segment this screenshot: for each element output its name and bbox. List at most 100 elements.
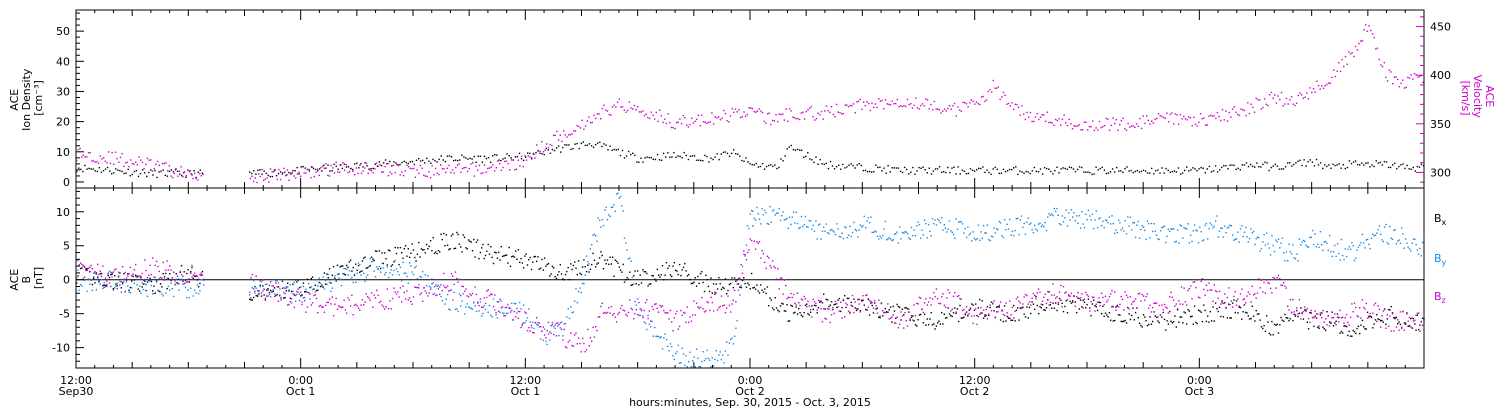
by-point: [1307, 246, 1310, 248]
velocity-point: [782, 113, 784, 115]
by-point: [1208, 227, 1210, 230]
bz-point: [1380, 326, 1382, 328]
by-point: [78, 289, 80, 291]
bx-point: [487, 243, 489, 246]
by-point: [591, 244, 593, 246]
bx-point: [914, 324, 917, 326]
density-point: [714, 156, 716, 158]
velocity-point: [1344, 55, 1347, 58]
by-point: [934, 219, 936, 221]
bx-point: [1140, 324, 1142, 327]
by-point: [431, 283, 433, 285]
velocity-point: [664, 118, 666, 120]
bz-point: [878, 299, 880, 301]
legend-entry-bz: Bz: [1434, 290, 1446, 305]
velocity-point: [969, 102, 971, 104]
bx-point: [1233, 299, 1235, 301]
velocity-point: [345, 164, 347, 166]
bx-point: [186, 272, 188, 275]
bx-point: [484, 254, 487, 257]
bx-point: [750, 272, 753, 275]
bz-point: [179, 270, 181, 273]
bx-point: [404, 245, 407, 247]
by-point: [254, 292, 256, 294]
velocity-point: [258, 173, 260, 175]
bx-point: [334, 277, 336, 279]
bx-point: [1208, 321, 1210, 323]
by-point: [697, 357, 699, 359]
by-point: [921, 229, 923, 231]
velocity-point: [793, 117, 796, 119]
bz-point: [1039, 291, 1041, 293]
bz-point: [1123, 309, 1125, 311]
density-point: [525, 156, 527, 158]
bx-point: [862, 299, 864, 301]
by-point: [664, 333, 666, 335]
velocity-point: [1184, 118, 1187, 120]
bz-point: [1284, 285, 1286, 287]
bx-point: [837, 299, 839, 301]
bx-point: [1239, 306, 1242, 309]
by-point: [1024, 233, 1027, 235]
bz-point: [175, 282, 177, 284]
bz-point: [1056, 296, 1058, 298]
by-point: [373, 270, 375, 272]
bz-point: [91, 268, 94, 270]
bx-point: [633, 275, 635, 277]
by-point: [846, 237, 848, 239]
bx-point: [398, 263, 400, 266]
by-point: [563, 323, 565, 325]
by-point: [1224, 225, 1226, 227]
velocity-point: [989, 88, 991, 91]
bx-point: [610, 263, 613, 265]
by-point: [1193, 224, 1196, 226]
velocity-point: [790, 110, 792, 112]
bz-point: [1361, 299, 1364, 301]
density-point: [1126, 166, 1128, 168]
density-point: [982, 166, 984, 168]
velocity-point: [721, 117, 723, 119]
velocity-tick-label: 300: [1430, 166, 1451, 179]
by-point: [551, 324, 554, 326]
density-point: [1406, 164, 1408, 167]
bx-point: [764, 288, 766, 290]
density-point: [78, 167, 80, 169]
bx-point: [1267, 321, 1269, 323]
bx-point: [1348, 330, 1350, 333]
bx-point: [1356, 327, 1358, 330]
by-point: [1273, 250, 1276, 253]
bz-point: [543, 334, 546, 336]
bx-point: [1287, 317, 1289, 319]
by-point: [1226, 227, 1229, 229]
density-point: [469, 157, 471, 160]
bx-point: [457, 233, 459, 236]
by-point: [766, 222, 769, 225]
bx-point: [1404, 323, 1407, 325]
velocity-point: [1115, 119, 1117, 121]
bx-point: [416, 253, 419, 255]
bz-point: [956, 295, 959, 298]
bz-point: [436, 285, 438, 287]
by-point: [1210, 224, 1213, 226]
by-point: [1133, 222, 1135, 224]
velocity-point: [839, 112, 841, 114]
bz-point: [283, 287, 285, 289]
by-point: [1165, 241, 1167, 244]
velocity-point: [665, 122, 668, 125]
density-point: [683, 151, 685, 154]
bz-point: [563, 328, 565, 331]
bx-point: [566, 270, 568, 273]
density-point: [953, 166, 955, 168]
bx-point: [665, 262, 668, 264]
density-point: [333, 163, 335, 165]
by-point: [955, 218, 957, 220]
by-point: [252, 280, 255, 282]
by-point: [1411, 242, 1413, 244]
by-point: [325, 279, 327, 282]
velocity-point: [807, 109, 809, 111]
bx-point: [1296, 309, 1298, 312]
velocity-point: [601, 107, 604, 110]
bz-point: [167, 269, 170, 271]
by-point: [86, 290, 88, 292]
by-point: [436, 294, 438, 296]
